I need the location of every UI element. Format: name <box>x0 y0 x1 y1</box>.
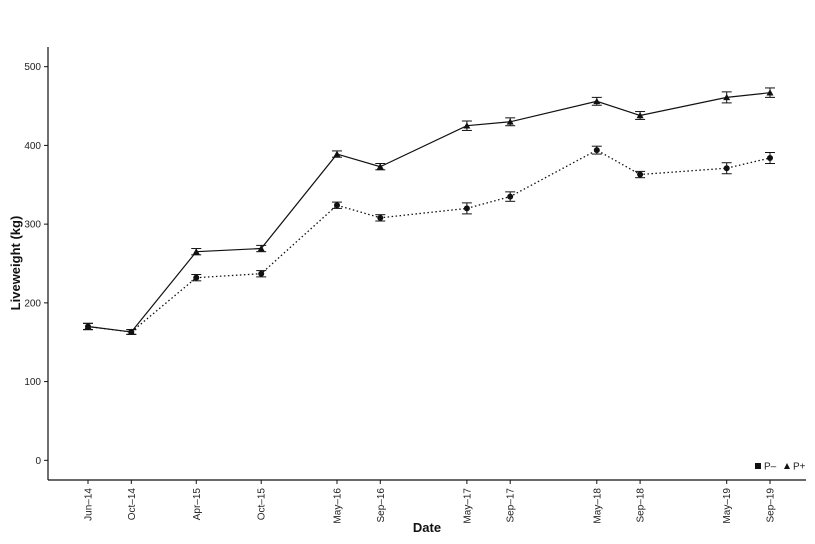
data-point <box>593 97 601 105</box>
y-tick-label: 400 <box>24 141 41 152</box>
x-tick-label: May–18 <box>592 488 603 524</box>
y-axis-title: Liveweight (kg) <box>8 216 23 311</box>
series-2 <box>83 87 775 335</box>
data-point <box>376 163 384 170</box>
legend-marker <box>755 463 761 469</box>
y-tick-label: 0 <box>35 456 41 467</box>
data-point <box>723 165 730 172</box>
data-point <box>463 205 470 212</box>
x-tick-label: Sep–18 <box>636 488 647 523</box>
y-tick-label: 100 <box>24 377 41 388</box>
y-tick-label: 500 <box>24 62 41 73</box>
data-point <box>258 270 265 277</box>
x-axis-title: Date <box>413 520 441 535</box>
x-axis-ticks: Jun–14 Oct–14 Apr–15 Oct–15 May–16 Sep–16 May–… <box>84 480 777 524</box>
data-point <box>636 111 644 119</box>
x-tick-label: Sep–19 <box>766 488 777 523</box>
series-line <box>87 92 771 333</box>
y-axis-ticks: 0 100 200 300 400 500 <box>24 62 48 467</box>
series-line <box>87 149 771 333</box>
data-point <box>127 328 135 335</box>
legend: P– P+ <box>755 462 806 473</box>
data-point <box>637 171 644 178</box>
x-tick-label: May–16 <box>332 488 343 524</box>
series-layer <box>83 87 775 335</box>
data-point <box>84 322 92 330</box>
series-1 <box>83 145 775 335</box>
legend-label: P– <box>764 462 777 473</box>
data-point <box>593 147 600 154</box>
x-tick-label: May–17 <box>462 488 473 524</box>
data-point <box>192 248 200 255</box>
data-point <box>723 93 731 101</box>
data-point <box>767 155 773 162</box>
data-point <box>193 274 200 281</box>
legend-label: P+ <box>793 462 806 473</box>
legend-marker <box>784 463 790 469</box>
data-point <box>463 122 471 129</box>
x-tick-label: Sep–17 <box>506 488 517 523</box>
data-point <box>257 245 265 252</box>
x-tick-label: Jun–14 <box>84 488 95 521</box>
data-point <box>333 150 341 157</box>
x-tick-label: Oct–15 <box>257 488 268 521</box>
data-point <box>333 202 340 209</box>
data-point <box>377 214 384 221</box>
y-tick-label: 300 <box>24 220 41 231</box>
data-point <box>506 118 514 125</box>
x-tick-label: May–19 <box>722 488 733 524</box>
y-tick-label: 200 <box>24 298 41 309</box>
x-tick-label: Oct–14 <box>127 488 138 521</box>
x-tick-label: Sep–16 <box>376 488 387 523</box>
x-tick-label: Apr–15 <box>192 488 203 521</box>
data-point <box>507 193 514 200</box>
data-point <box>766 89 774 96</box>
